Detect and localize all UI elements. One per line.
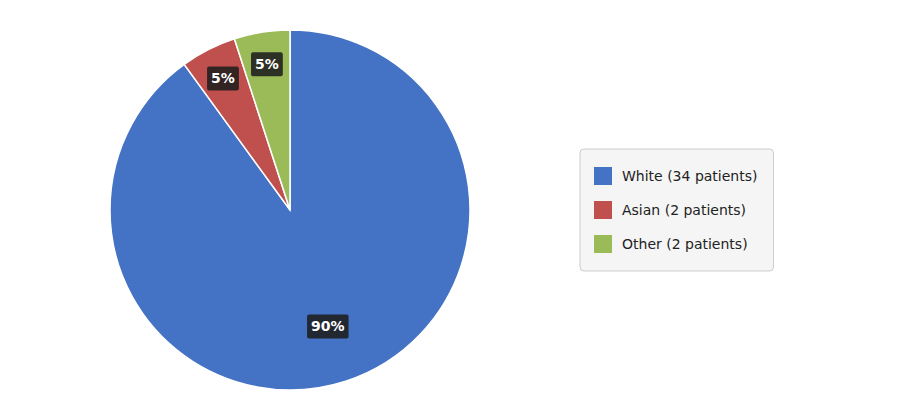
data-label-box [251,52,283,76]
data-label-group: 90% [307,314,349,338]
slice [110,30,470,390]
data-label-box [207,66,239,90]
legend-label: Asian (2 patients) [622,202,746,218]
data-labels: 90% 5% 5% [207,52,348,338]
slice [234,30,290,210]
legend-frame [580,149,773,271]
legend-label: Other (2 patients) [622,236,748,252]
legend-swatch [594,201,612,219]
chart: 90% 5% 5% White (34 patients) Asian (2 patie… [0,0,900,420]
data-label: 5% [211,70,235,86]
data-label-group: 5% [251,52,283,76]
legend-label: White (34 patients) [622,168,757,184]
legend-swatch [594,235,612,253]
data-label-box [307,314,349,338]
legend-swatch [594,167,612,185]
data-label-group: 5% [207,66,239,90]
legend: White (34 patients) Asian (2 patients) Oth… [580,149,773,271]
data-label: 90% [311,318,345,334]
data-label: 5% [255,56,279,72]
slices [110,30,470,390]
